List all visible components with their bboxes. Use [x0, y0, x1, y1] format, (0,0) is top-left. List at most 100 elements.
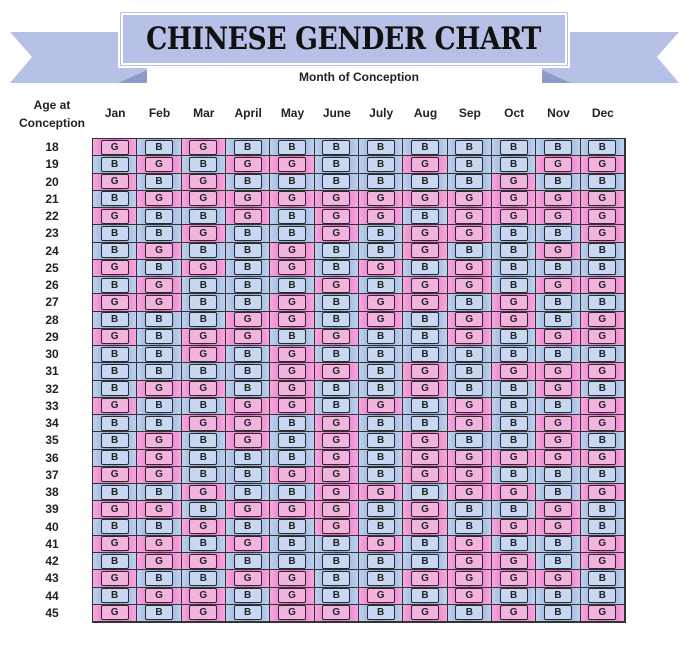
grid-cell-24-aug: G [403, 242, 447, 259]
grid-cell-44-sep: G [447, 587, 491, 604]
gender-value: B [144, 312, 173, 328]
gender-value: G [588, 605, 617, 621]
gender-value: B [543, 294, 572, 310]
age-label-35: 35 [45, 433, 59, 448]
gender-value: G [410, 605, 439, 621]
gender-value: B [499, 467, 528, 483]
gender-value: G [588, 156, 617, 172]
grid-cell-28-june: B [314, 311, 358, 328]
grid-cell-37-mar: B [181, 466, 225, 483]
gender-value: G [410, 294, 439, 310]
grid-cell-28-feb: B [137, 311, 181, 328]
gender-value: G [588, 208, 617, 224]
title-ribbon: CHINESE GENDER CHART [0, 0, 689, 90]
age-label-38: 38 [45, 485, 59, 499]
gender-value: B [366, 570, 395, 586]
gender-value: B [277, 450, 306, 466]
gender-value: B [189, 467, 218, 483]
grid-cell-45-nov: B [536, 604, 580, 621]
grid-cell-24-oct: B [492, 242, 536, 259]
grid-cell-22-feb: B [137, 208, 181, 225]
grid-cell-30-dec: B [580, 346, 624, 363]
grid-cell-22-june: G [314, 208, 358, 225]
gender-value: B [588, 432, 617, 448]
gender-value: B [322, 570, 351, 586]
gender-value: G [410, 363, 439, 379]
grid-cell-25-nov: B [536, 259, 580, 276]
gender-value: B [277, 225, 306, 241]
age-label-29: 29 [45, 329, 59, 344]
grid-cell-27-mar: B [181, 294, 225, 311]
gender-value: B [455, 432, 484, 448]
age-label-43: 43 [45, 571, 59, 586]
gender-value: G [499, 312, 528, 328]
grid-cell-19-aug: G [403, 156, 447, 173]
gender-value: B [588, 501, 617, 517]
gender-value: G [189, 553, 218, 569]
gender-value: B [543, 467, 572, 483]
grid-cell-28-oct: G [492, 311, 536, 328]
grid-cell-37-nov: B [536, 466, 580, 483]
grid-cell-34-april: G [226, 415, 270, 432]
grid-cell-22-aug: B [403, 208, 447, 225]
age-label-39: 39 [45, 502, 59, 517]
gender-value: B [100, 277, 129, 293]
gender-value: G [189, 139, 218, 155]
gender-value: G [455, 329, 484, 345]
gender-value: G [455, 415, 484, 431]
gender-value: G [233, 312, 262, 328]
gender-value: B [233, 346, 262, 362]
grid-cell-38-nov: B [536, 484, 580, 501]
gender-value: B [410, 588, 439, 604]
age-label-19: 19 [45, 157, 59, 172]
grid-cell-26-june: G [314, 277, 358, 294]
gender-value: B [455, 346, 484, 362]
gender-value: B [499, 346, 528, 362]
gender-value: B [499, 588, 528, 604]
grid-cell-24-jan: B [93, 242, 137, 259]
grid-cell-34-july: B [359, 415, 403, 432]
grid-cell-23-dec: G [580, 225, 624, 242]
grid-cell-38-june: G [314, 484, 358, 501]
grid-cell-23-oct: B [492, 225, 536, 242]
gender-value: G [543, 381, 572, 397]
grid-cell-20-june: B [314, 173, 358, 190]
grid-cell-19-nov: G [536, 156, 580, 173]
gender-value: B [543, 553, 572, 569]
gender-value: B [144, 605, 173, 621]
grid-cell-19-dec: G [580, 156, 624, 173]
gender-value: B [366, 415, 395, 431]
gender-value: G [455, 450, 484, 466]
grid-cell-35-mar: B [181, 432, 225, 449]
gender-value: B [410, 174, 439, 190]
gender-value: B [410, 139, 439, 155]
age-label-23: 23 [45, 226, 59, 241]
grid-cell-19-mar: B [181, 156, 225, 173]
grid-cell-28-sep: G [447, 311, 491, 328]
gender-value: B [543, 398, 572, 414]
grid-cell-38-sep: G [447, 484, 491, 501]
gender-value: B [277, 519, 306, 535]
grid-cell-41-june: B [314, 535, 358, 552]
grid-cell-37-july: B [359, 466, 403, 483]
grid-cell-18-sep: B [447, 139, 491, 156]
gender-value: G [144, 191, 173, 207]
gender-value: G [322, 225, 351, 241]
grid-cell-31-jan: B [93, 363, 137, 380]
gender-value: G [366, 208, 395, 224]
gender-value: G [277, 605, 306, 621]
gender-value: G [322, 519, 351, 535]
grid-cell-31-feb: B [137, 363, 181, 380]
month-header-aug: Aug [413, 106, 438, 120]
grid-cell-34-may: B [270, 415, 314, 432]
gender-value: B [543, 588, 572, 604]
grid-cell-27-dec: B [580, 294, 624, 311]
gender-value: B [277, 553, 306, 569]
grid-cell-18-april: B [226, 139, 270, 156]
gender-value: G [189, 415, 218, 431]
gender-value: G [189, 174, 218, 190]
gender-value: B [499, 501, 528, 517]
grid-cell-34-june: G [314, 415, 358, 432]
grid-cell-39-oct: B [492, 501, 536, 518]
gender-value: B [366, 346, 395, 362]
